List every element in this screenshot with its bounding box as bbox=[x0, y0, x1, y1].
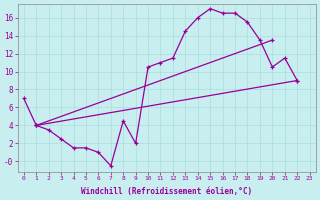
X-axis label: Windchill (Refroidissement éolien,°C): Windchill (Refroidissement éolien,°C) bbox=[81, 187, 252, 196]
